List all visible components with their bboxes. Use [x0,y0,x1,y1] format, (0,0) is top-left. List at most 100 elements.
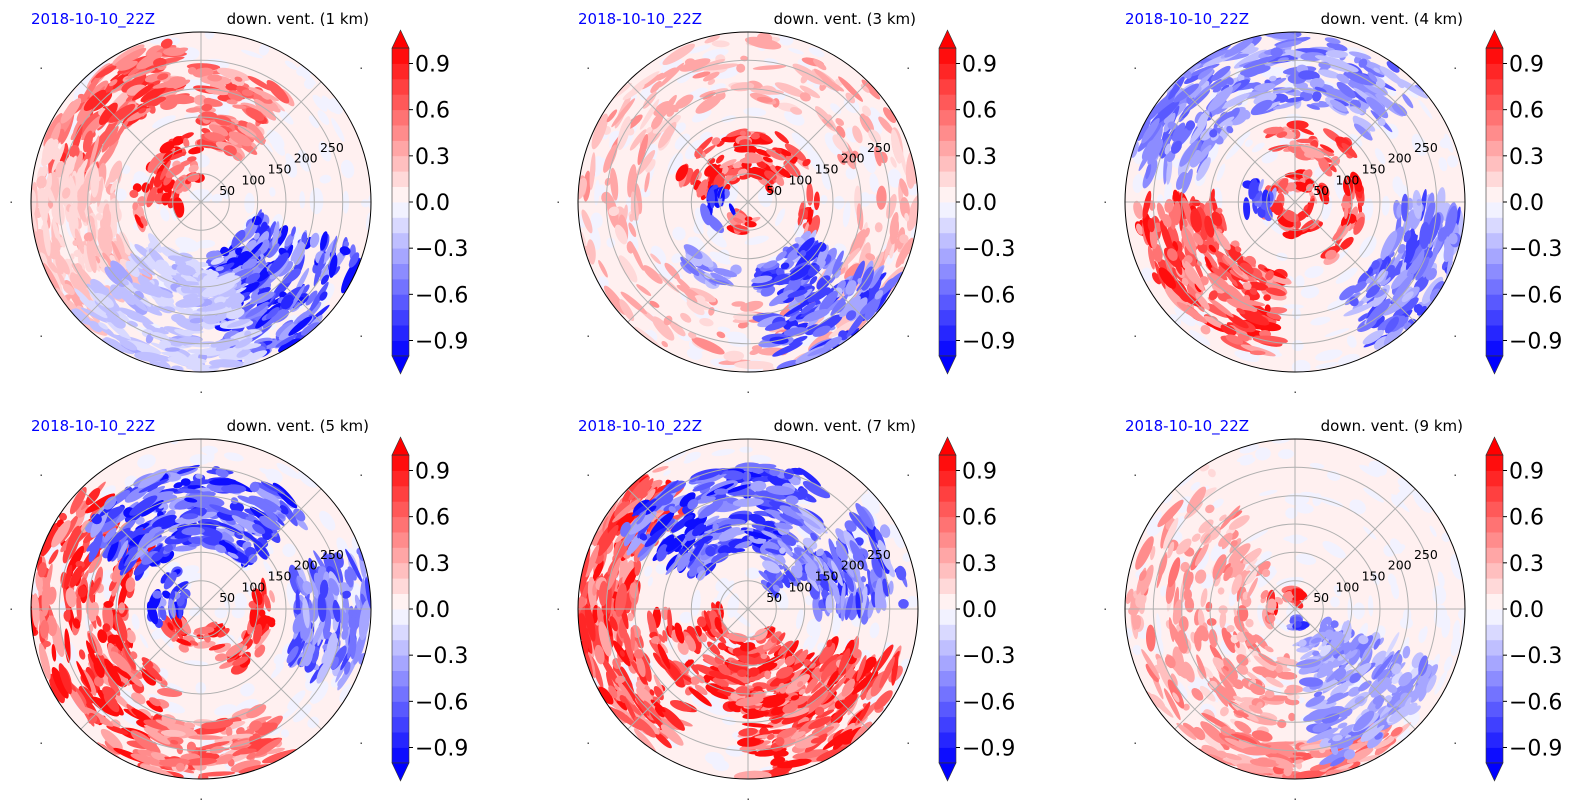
colorbar-level [939,309,956,326]
field-cell [305,290,318,306]
field-cell [739,130,746,136]
field-cell [709,251,731,265]
colorbar: 0.90.60.30.0−0.3−0.6−0.9 [1485,29,1562,375]
field-cell [185,107,202,113]
colorbar-level [939,248,956,264]
field-cell [1358,58,1368,68]
field-cell [267,243,280,258]
field-cell [662,43,695,66]
field-cell [132,201,139,211]
field-cell [1270,47,1283,58]
radial-tick-label: 250 [1414,140,1438,155]
field-cell [275,334,298,348]
field-cell [775,208,786,227]
colorbar-level [392,455,409,471]
field-cell [1258,178,1264,192]
field-cell [138,107,147,114]
field-cell [293,310,312,325]
field-cell [649,300,660,308]
colorbar-tick-label: −0.6 [415,283,468,308]
colorbar-level [392,278,409,295]
field-cell [788,311,802,322]
field-cell [31,200,38,232]
field-cell [889,218,900,245]
field-cell [1196,110,1210,128]
field-cell [869,266,884,289]
field-cell [895,237,914,268]
colorbar-level [1486,109,1503,126]
field-cell [339,246,351,256]
colorbar-level [939,294,956,311]
colorbar-tick-label: −0.3 [415,237,468,262]
field-cell [1362,198,1374,221]
field-cell [1264,304,1271,313]
colorbar-level [392,109,409,126]
field-cell [69,206,79,230]
field-cell [1176,171,1187,190]
field-cell [226,318,251,328]
field-cell [269,187,276,197]
field-cell [76,166,85,188]
field-cell [667,152,683,175]
radial-tick-label: 50 [766,183,782,198]
field-cell [824,132,844,157]
field-cell [1219,111,1229,121]
field-cell [251,215,262,226]
field-cell [1209,129,1218,138]
field-cell [839,295,861,318]
colorbar-tick-label: 0.6 [1509,99,1544,124]
colorbar-tick-label: 0.9 [1509,52,1544,77]
field-cell [159,141,175,154]
colorbar-level [392,217,409,234]
field-cell [134,214,144,229]
radial-tick-label: 50 [219,183,235,198]
field-cell [122,165,131,175]
field-cell [112,318,126,329]
axis-tick-mark [40,335,42,337]
field-cell [1233,49,1267,69]
colorbar-level [939,278,956,295]
field-cell [860,84,870,93]
colorbar-level [392,125,409,141]
field-cell [1277,180,1289,194]
field-cell [703,71,720,82]
field-cell [1210,65,1231,82]
polar-grid [31,439,371,779]
field-cell [887,168,902,188]
field-cell [654,262,673,283]
field-cell [788,265,811,281]
field-cell [1340,213,1353,228]
field-cell [272,221,280,250]
field-cell [671,253,682,264]
field-cell [792,63,824,85]
field-cell [1208,290,1218,301]
field-cell [787,289,808,298]
field-cell [232,343,262,351]
field-cell [618,255,638,283]
field-cell [1168,76,1185,100]
axis-tick-mark [10,201,12,203]
field-cell [891,128,902,164]
field-cell [193,94,207,106]
field-cell [1240,344,1276,357]
field-cell [140,216,148,227]
field-cell [1225,138,1245,160]
field-cell [797,213,804,226]
colorbar-tick-label: 0.3 [415,552,450,577]
axis-tick-mark [200,798,202,800]
field-cell [645,126,653,134]
field-cell [291,226,296,237]
field-cell [1325,50,1348,58]
field-cell [210,257,225,265]
field-cell [284,60,298,70]
field-cell [47,259,58,274]
field-cell [808,47,825,58]
field-cell [348,252,360,268]
field-cell [1164,143,1171,155]
field-cell [169,357,207,365]
field-cell [268,252,289,275]
field-cell [192,67,214,78]
colorbar-level [392,263,409,280]
field-cell [1196,157,1211,181]
